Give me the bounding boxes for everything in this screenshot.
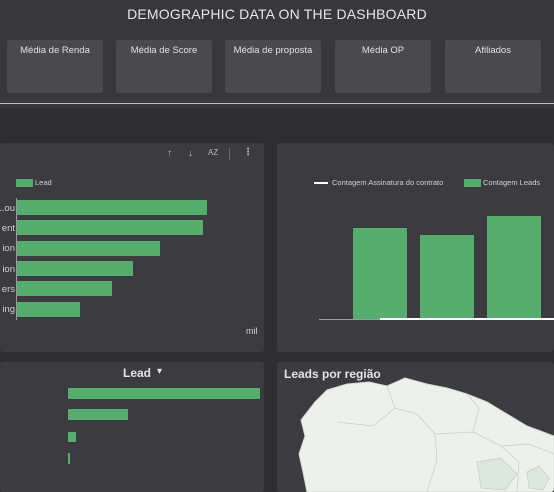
map-region-highlight[interactable] [526, 465, 550, 491]
legend-line-assinatura [314, 182, 328, 184]
lead-bar[interactable] [68, 409, 128, 420]
y-axis-line [16, 198, 17, 320]
map-region-highlight[interactable] [476, 457, 518, 491]
tick-label: ers [1, 284, 15, 295]
legend-label-lead: Lead [35, 178, 52, 187]
assinatura-series-line [380, 318, 554, 320]
map-border [466, 393, 480, 433]
kpi-label: Afiliados [475, 45, 511, 56]
map-border [500, 443, 554, 455]
contagem-chart-panel[interactable]: Contagem Assinatura do contrato Contagem… [277, 143, 554, 352]
header-divider [0, 103, 554, 104]
map-border [336, 407, 396, 427]
kpi-label: Média de Score [130, 45, 198, 56]
kpi-label: Média de proposta [233, 45, 313, 56]
dashboard-header: DEMOGRAPHIC DATA ON THE DASHBOARD Média … [0, 0, 554, 108]
lead-bar[interactable] [68, 453, 70, 464]
map-title: Leads por região [284, 367, 381, 381]
lead-bar[interactable] [17, 200, 207, 215]
axis-end-label: mil [246, 326, 258, 336]
tick-label: ion [2, 264, 15, 275]
sort-ascending-icon[interactable]: ↑ [167, 148, 172, 159]
kpi-card-proposta[interactable]: Média de proposta [225, 40, 321, 93]
lead-dropdown-chart-panel[interactable]: Lead ▾ [0, 362, 264, 492]
sort-az-icon[interactable]: AZ [208, 148, 219, 157]
map-border [386, 385, 438, 492]
leads-bar[interactable] [420, 235, 474, 319]
tick-label: ion [2, 243, 15, 254]
dashboard-title: DEMOGRAPHIC DATA ON THE DASHBOARD [127, 6, 427, 22]
legend-swatch-leads [464, 179, 481, 187]
lead-bar[interactable] [17, 301, 80, 317]
kpi-card-score[interactable]: Média de Score [116, 40, 212, 93]
kpi-label: Média OP [361, 45, 405, 56]
legend-swatch-lead [16, 179, 33, 187]
lead-bar[interactable] [17, 240, 160, 256]
legend-label-assinatura: Contagem Assinatura do contrato [332, 178, 444, 187]
toolbar-divider [229, 148, 230, 160]
tick-label: ent [1, 223, 15, 234]
tick-label: ou... [0, 203, 15, 214]
leads-bar[interactable] [353, 228, 407, 319]
lead-bar[interactable] [17, 260, 133, 276]
leads-map-panel[interactable]: Leads por região [277, 362, 554, 492]
chevron-down-icon[interactable]: ▾ [157, 366, 163, 377]
lead-bar-chart-panel[interactable]: ↑ ↓ AZ ⋮ Lead ou... ent ion ion ers ing … [0, 143, 264, 352]
lead-bar[interactable] [17, 281, 112, 297]
region-map[interactable] [277, 362, 554, 492]
sort-descending-icon[interactable]: ↓ [188, 148, 193, 159]
tick-label: ing [2, 304, 15, 315]
legend-label-leads: Contagem Leads [483, 178, 541, 187]
kpi-card-renda[interactable]: Média de Renda [7, 40, 103, 93]
kpi-card-afiliados[interactable]: Afiliados [445, 40, 541, 93]
lead-bar[interactable] [68, 388, 260, 399]
more-options-icon[interactable]: ⋮ [243, 147, 253, 158]
lead-bar[interactable] [17, 220, 203, 236]
leads-bar[interactable] [487, 216, 541, 319]
lead-bar[interactable] [68, 432, 76, 442]
kpi-card-op[interactable]: Média OP [335, 40, 431, 93]
lead-chart-title: Lead [123, 366, 152, 380]
kpi-label: Média de Renda [20, 45, 90, 56]
